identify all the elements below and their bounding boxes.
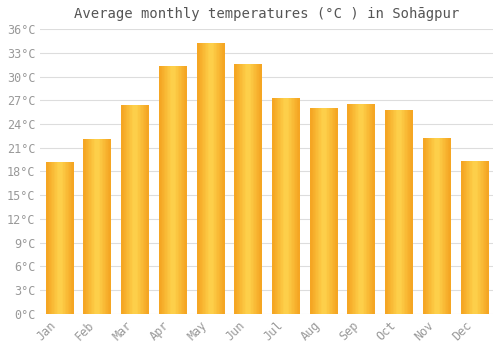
Title: Average monthly temperatures (°C ) in Sohāgpur: Average monthly temperatures (°C ) in So…: [74, 7, 460, 21]
